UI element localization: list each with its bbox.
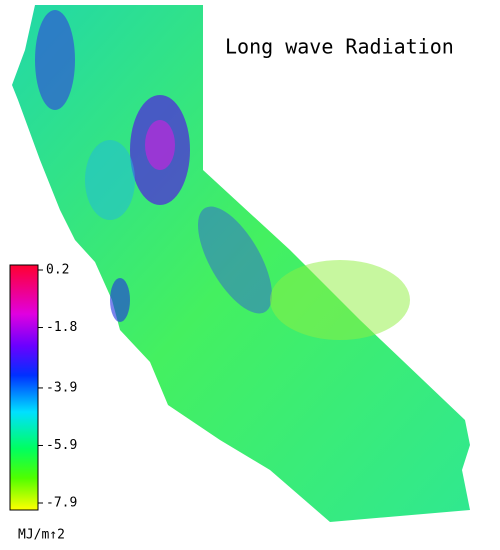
colorbar-tick-label: -1.8 — [46, 320, 77, 335]
california — [12, 5, 470, 522]
colorbar-tick-label: -7.9 — [46, 496, 77, 511]
colorbar-tick-label: -5.9 — [46, 438, 77, 453]
colorbar — [9, 264, 39, 511]
colorbar-tick-label: -3.9 — [46, 380, 77, 395]
map-title: Long wave Radiation — [225, 35, 454, 59]
colorbar-unit: MJ/m↑2 — [18, 528, 65, 543]
colorbar-tick-label: 0.2 — [46, 263, 69, 278]
